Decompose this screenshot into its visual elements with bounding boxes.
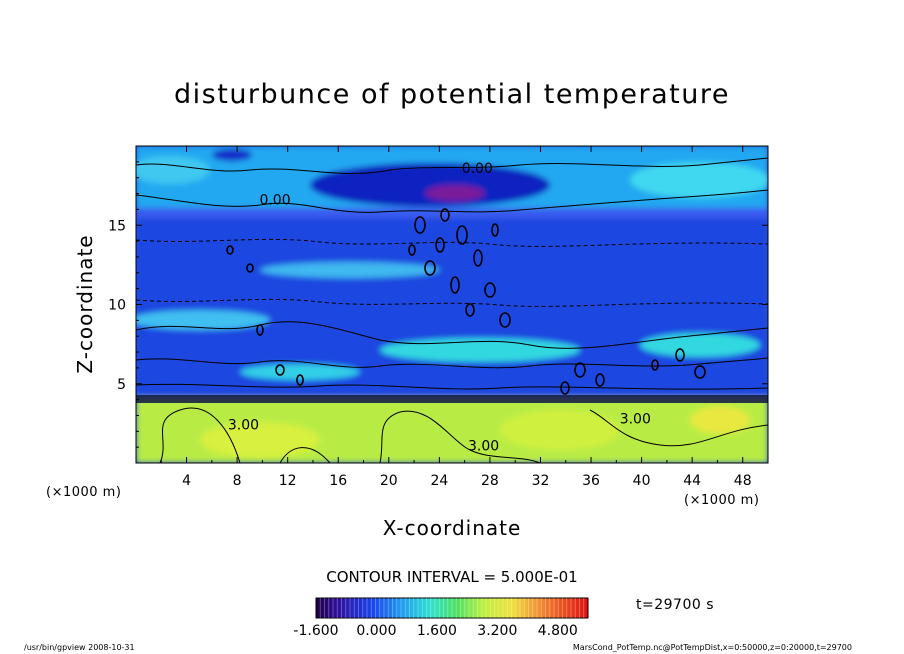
field-interface — [136, 395, 768, 403]
contour-dashed-1 — [136, 238, 768, 247]
contour-three-1 — [159, 407, 241, 463]
contour-zero-upper — [136, 189, 768, 213]
x-tick-label: 32 — [532, 473, 550, 489]
colorbar-tick-label: -1.600 — [293, 623, 338, 639]
field-cold-spot — [212, 149, 252, 161]
x-tick-label: 20 — [380, 473, 398, 489]
contour-three-3 — [589, 409, 768, 447]
x-tick-label: 8 — [233, 473, 242, 489]
cell — [694, 365, 706, 379]
cell — [414, 216, 426, 234]
cell — [435, 237, 445, 253]
x-tick-label: 4 — [182, 473, 191, 489]
field-yellow-patch1 — [200, 422, 320, 458]
field-cyan-left — [136, 156, 210, 184]
x-axis-label: X-coordinate — [383, 516, 522, 540]
x-tick-label: 12 — [279, 473, 297, 489]
y-tick-label: 15 — [108, 218, 126, 234]
cell — [226, 245, 234, 255]
contour-label: 0.00 — [462, 161, 493, 177]
colorbar-tick-label: 1.600 — [417, 623, 457, 639]
field-yellow-patch2 — [500, 410, 620, 450]
footer-right: MarsCond_PotTemp.nc@PotTempDist,x=0:5000… — [573, 643, 852, 652]
x-unit-left: (×1000 m) — [46, 485, 121, 500]
cell — [651, 359, 659, 371]
field-cyan-mid1 — [260, 262, 440, 278]
cell — [465, 303, 475, 317]
cell — [296, 374, 304, 386]
x-tick-label: 16 — [329, 473, 347, 489]
colorbar — [315, 597, 589, 619]
contour-label: 3.00 — [228, 418, 259, 434]
x-tick-label: 44 — [683, 473, 701, 489]
contour-label: 3.00 — [468, 438, 499, 454]
field-upper-deep-band — [136, 208, 768, 218]
contour-label: 0.00 — [259, 193, 290, 209]
cell — [560, 381, 570, 395]
field-mid-blue — [136, 218, 768, 398]
field-cyan-mid2 — [136, 310, 270, 330]
cell — [675, 348, 685, 362]
cell — [450, 276, 460, 294]
x-axis-ticks: 4 8 12 16 20 24 28 32 36 40 44 48 — [160, 146, 752, 489]
colorbar-tick-label: 4.800 — [538, 623, 578, 639]
contour-labels: 0.00 0.00 3.00 3.00 3.00 — [228, 161, 651, 454]
cell — [499, 312, 511, 328]
y-axis-label: Z-coordinate — [73, 234, 97, 373]
time-label: t=29700 s — [636, 597, 714, 613]
contour-mid-1 — [136, 321, 768, 349]
x-unit-right: (×1000 m) — [684, 493, 759, 508]
cell — [256, 324, 264, 336]
field-cyan-mid4 — [640, 333, 760, 357]
field-cold-cloud — [310, 163, 550, 207]
cell — [473, 249, 483, 267]
contour-dashed-2 — [136, 298, 768, 307]
cell — [408, 244, 416, 256]
contour-top-1 — [136, 157, 768, 175]
contour-lines — [136, 157, 768, 463]
contour-three-4 — [279, 447, 331, 463]
cell — [456, 225, 468, 245]
contour-three-2 — [379, 410, 541, 463]
colorbar-tick-label: 0.000 — [356, 623, 396, 639]
cell — [484, 282, 496, 298]
cell — [424, 260, 436, 276]
y-tick-label: 5 — [117, 377, 126, 393]
contour-mid-2 — [136, 357, 768, 369]
cell — [595, 373, 605, 387]
x-tick-label: 24 — [430, 473, 448, 489]
contour-interval: CONTOUR INTERVAL = 5.000E-01 — [326, 568, 577, 586]
y-axis-ticks: 5 10 15 — [108, 161, 768, 448]
cell — [440, 208, 450, 222]
heatmap-field — [136, 146, 768, 463]
field-cyan-mid3 — [380, 338, 580, 362]
cell — [275, 364, 285, 376]
field-cyan-mid5 — [240, 364, 360, 380]
footer-left: /usr/bin/gpview 2008-10-31 — [24, 643, 135, 652]
contour-label: 3.00 — [620, 411, 651, 427]
cell — [491, 223, 499, 237]
x-tick-label: 28 — [481, 473, 499, 489]
field-yellow-patch3 — [690, 406, 750, 434]
x-tick-label: 48 — [734, 473, 752, 489]
field-cold-core — [425, 185, 485, 201]
field-cyan-top — [630, 162, 768, 198]
chart-title: disturbunce of potential temperature — [174, 79, 730, 110]
contour-low-1 — [136, 383, 768, 390]
x-tick-label: 40 — [633, 473, 651, 489]
x-tick-label: 36 — [582, 473, 600, 489]
convective-cells — [226, 208, 706, 395]
colorbar-ticks: -1.600 0.000 1.600 3.200 4.800 — [293, 623, 577, 639]
colorbar-tick-label: 3.200 — [477, 623, 517, 639]
cell — [246, 263, 254, 273]
y-tick-label: 10 — [108, 298, 126, 314]
cell — [574, 362, 586, 378]
colorbar-stripes — [319, 598, 585, 618]
